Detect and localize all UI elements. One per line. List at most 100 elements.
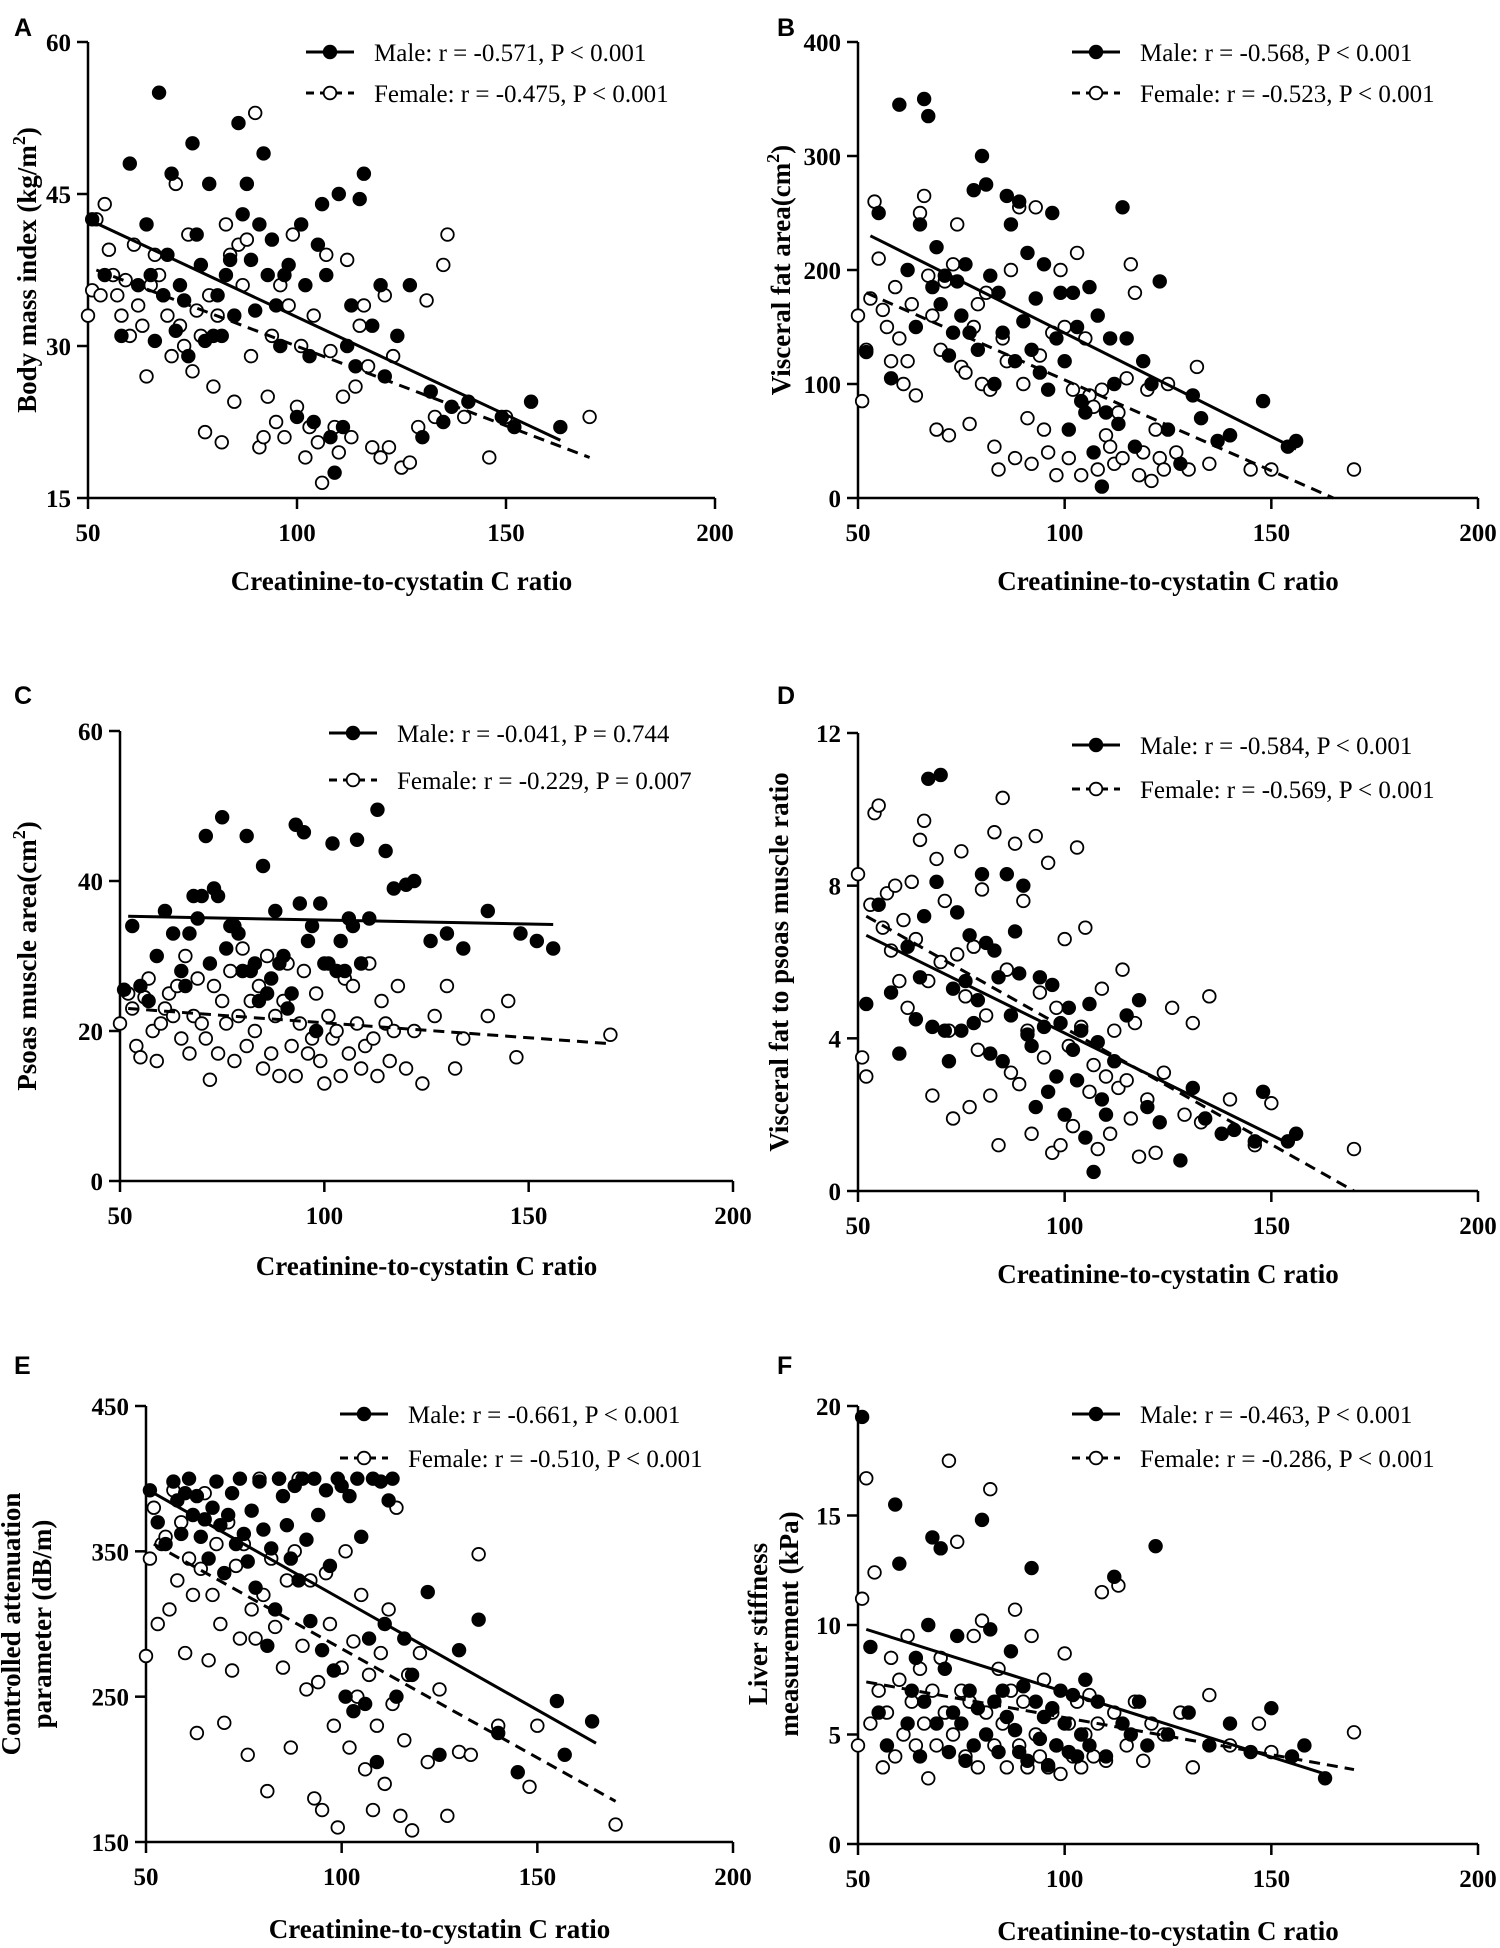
male-data-point bbox=[892, 1556, 907, 1571]
female-data-point bbox=[365, 440, 380, 455]
legend-female-label: Female: r = -0.569, P < 0.001 bbox=[1140, 777, 1435, 804]
female-data-point bbox=[308, 986, 324, 1001]
male-data-point bbox=[300, 933, 316, 949]
male-data-point bbox=[350, 1471, 365, 1486]
female-data-point bbox=[916, 813, 932, 828]
male-data-point bbox=[259, 986, 275, 1001]
female-data-point bbox=[1028, 200, 1043, 215]
female-data-point bbox=[386, 1023, 402, 1039]
male-data-point bbox=[999, 1709, 1015, 1725]
female-data-point bbox=[875, 302, 891, 318]
female-data-point bbox=[235, 941, 250, 956]
female-data-point bbox=[306, 308, 321, 323]
male-data-point bbox=[1222, 1716, 1238, 1731]
y-tick-label: 4 bbox=[829, 1026, 842, 1053]
female-data-point bbox=[352, 318, 367, 333]
male-data-point bbox=[1040, 382, 1056, 397]
female-data-point bbox=[456, 1031, 471, 1046]
female-data-point bbox=[1040, 445, 1056, 460]
series-female-points bbox=[850, 188, 1362, 489]
female-data-point bbox=[138, 1648, 154, 1664]
y-axis-title: Body mass index (kg/m2) bbox=[9, 127, 42, 413]
female-data-point bbox=[1202, 1687, 1217, 1703]
female-data-point bbox=[189, 1725, 205, 1741]
female-data-point bbox=[296, 963, 312, 979]
x-tick-label: 150 bbox=[1253, 1213, 1291, 1240]
female-data-point bbox=[1024, 1628, 1039, 1644]
legend-male-marker bbox=[1088, 44, 1104, 60]
male-data-point bbox=[883, 985, 899, 1000]
male-data-point bbox=[189, 227, 204, 242]
male-data-point bbox=[1115, 200, 1130, 215]
female-data-point bbox=[299, 1682, 314, 1697]
y-tick-label: 0 bbox=[829, 1832, 842, 1859]
female-data-point bbox=[921, 1771, 936, 1786]
male-data-point bbox=[260, 1638, 275, 1654]
female-data-point bbox=[1053, 1766, 1068, 1782]
female-data-point bbox=[374, 993, 389, 1009]
female-data-point bbox=[412, 1645, 428, 1661]
female-data-point bbox=[209, 1536, 224, 1552]
male-data-point bbox=[214, 810, 230, 825]
female-data-point bbox=[1032, 1749, 1048, 1764]
female-data-point bbox=[382, 1053, 397, 1069]
female-data-point bbox=[206, 379, 221, 394]
female-data-point bbox=[1016, 376, 1031, 392]
male-data-point bbox=[1082, 279, 1097, 295]
female-data-point bbox=[314, 1802, 330, 1818]
female-data-point bbox=[110, 288, 125, 303]
male-data-point bbox=[1255, 393, 1271, 409]
female-data-point bbox=[916, 188, 932, 204]
female-data-point bbox=[146, 1500, 162, 1515]
female-data-point bbox=[149, 1053, 164, 1069]
male-data-point bbox=[227, 308, 242, 323]
female-data-point bbox=[978, 1008, 994, 1023]
female-data-point bbox=[457, 409, 472, 425]
male-data-point bbox=[970, 992, 986, 1008]
y-axis-title: Psoas muscle area(cm2) bbox=[9, 821, 42, 1090]
male-regression-line bbox=[153, 1491, 597, 1745]
female-data-point bbox=[260, 1783, 275, 1799]
male-data-point bbox=[189, 1488, 205, 1504]
female-data-point bbox=[356, 298, 372, 313]
female-data-point bbox=[268, 414, 284, 430]
y-tick-label: 450 bbox=[92, 1394, 130, 1421]
female-data-point bbox=[850, 308, 866, 323]
female-data-point bbox=[369, 1718, 385, 1733]
y-tick-label: 60 bbox=[78, 719, 103, 746]
female-data-point bbox=[322, 1616, 338, 1632]
male-data-point bbox=[1069, 319, 1085, 335]
x-tick-label: 100 bbox=[1046, 1213, 1084, 1240]
male-data-point bbox=[202, 176, 217, 192]
male-data-point bbox=[156, 288, 171, 303]
female-data-point bbox=[1020, 411, 1035, 426]
female-data-point bbox=[945, 1111, 961, 1126]
female-data-point bbox=[217, 1715, 232, 1731]
female-data-point bbox=[1049, 1000, 1064, 1016]
male-data-point bbox=[239, 176, 255, 192]
male-data-point bbox=[941, 1054, 957, 1069]
male-data-point bbox=[386, 881, 402, 896]
male-data-point bbox=[523, 394, 539, 409]
male-data-point bbox=[181, 348, 196, 364]
female-data-point bbox=[174, 1031, 189, 1046]
male-data-point bbox=[310, 1507, 326, 1523]
male-data-point bbox=[916, 1694, 932, 1709]
female-data-point bbox=[888, 878, 903, 893]
male-data-point bbox=[404, 1667, 420, 1683]
x-tick-label: 100 bbox=[323, 1864, 361, 1891]
male-data-point bbox=[247, 303, 263, 318]
female-data-point bbox=[335, 389, 351, 404]
x-tick-label: 50 bbox=[846, 520, 871, 547]
male-data-point bbox=[193, 1529, 208, 1545]
male-data-point bbox=[194, 888, 209, 904]
female-data-point bbox=[1065, 382, 1081, 397]
x-tick-label: 200 bbox=[1459, 1213, 1497, 1240]
y-axis-title-superscript: 2 bbox=[9, 136, 29, 145]
male-data-point bbox=[859, 344, 874, 360]
male-data-point bbox=[925, 1530, 940, 1545]
legend-female-marker bbox=[322, 85, 338, 101]
male-data-point bbox=[139, 217, 154, 232]
male-data-point bbox=[1024, 1560, 1039, 1576]
male-data-point bbox=[1094, 1092, 1110, 1107]
